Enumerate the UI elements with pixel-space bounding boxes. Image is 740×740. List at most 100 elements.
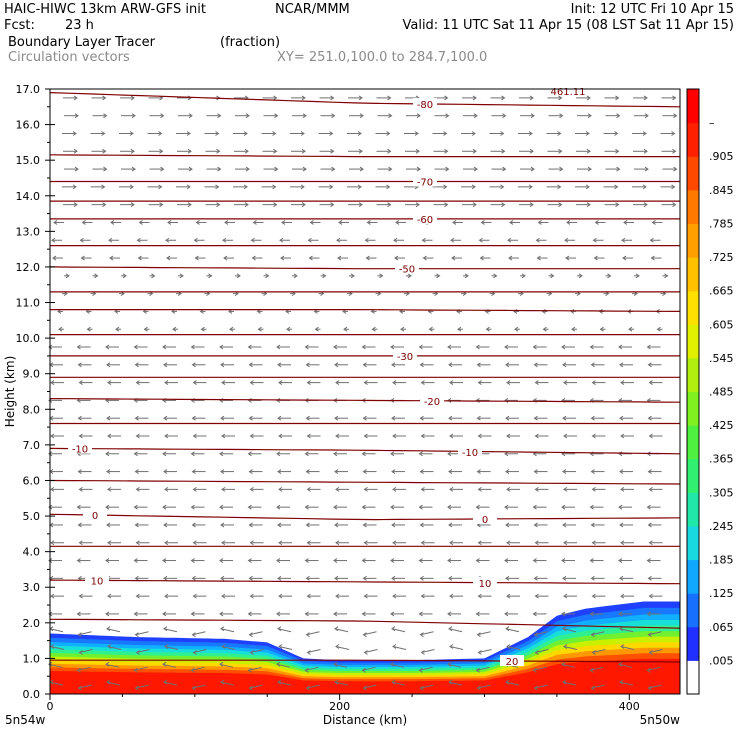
- contour-label-bg: [393, 349, 417, 361]
- vector: [505, 681, 520, 686]
- vector-head: [192, 593, 197, 599]
- vector-head: [391, 626, 396, 632]
- vector-head: [249, 650, 254, 655]
- vector-head: [388, 113, 393, 119]
- vector-head: [646, 344, 651, 350]
- contour-label: 0: [92, 511, 98, 522]
- vector-head: [362, 362, 367, 368]
- y-tick-label: 6.0: [23, 474, 41, 487]
- contour-label: -80: [417, 100, 433, 111]
- vector-head: [105, 344, 110, 350]
- vector-head: [642, 184, 647, 190]
- vector-head: [562, 679, 567, 685]
- y-tick-label: 17.0: [16, 83, 41, 96]
- vector-head: [106, 522, 111, 528]
- vector-head: [618, 344, 623, 350]
- vector-head: [419, 469, 424, 474]
- x-end-location: 5n50w: [640, 713, 681, 727]
- vector-head: [222, 237, 227, 243]
- vector: [249, 684, 263, 689]
- colorbar-label: .125: [709, 587, 734, 600]
- vector-head: [219, 558, 224, 563]
- vector-head: [590, 522, 595, 528]
- colorbar-swatch: [687, 324, 699, 359]
- vector-head: [165, 237, 170, 243]
- vector-head: [623, 220, 628, 225]
- vector-head: [220, 575, 225, 581]
- vector-head: [415, 148, 420, 154]
- vector-head: [305, 469, 310, 474]
- vector-head: [392, 433, 397, 439]
- vector-head: [476, 685, 481, 691]
- contour-line: [49, 266, 680, 270]
- vector-head: [158, 184, 163, 190]
- vector-head: [537, 220, 542, 225]
- vector-head: [101, 184, 106, 190]
- vector-head: [648, 540, 653, 546]
- vector-head: [363, 650, 368, 655]
- vector-head: [277, 415, 282, 421]
- vector-head: [387, 95, 392, 101]
- vector-head: [477, 486, 482, 492]
- vector-head: [418, 504, 423, 510]
- vector: [648, 684, 662, 689]
- colorbar-label: .245: [709, 520, 734, 533]
- vector-head: [648, 593, 653, 599]
- vector-head: [301, 95, 306, 101]
- vector-head: [306, 650, 311, 655]
- vector-head: [164, 486, 169, 492]
- contour-line: [49, 579, 681, 585]
- vector-head: [48, 661, 53, 667]
- vector-head: [247, 611, 252, 617]
- vector-head: [220, 469, 225, 474]
- contour-label-bg: [413, 175, 437, 187]
- vector-head: [276, 344, 281, 350]
- vector-head: [586, 148, 591, 154]
- contour-label: -30: [397, 352, 413, 363]
- vector-head: [51, 237, 56, 243]
- vector-head: [190, 504, 195, 510]
- y-tick-label: 10.0: [16, 332, 41, 345]
- vector: [106, 628, 121, 633]
- vector-head: [643, 202, 648, 208]
- vector-head: [306, 593, 311, 599]
- vector-head: [257, 326, 262, 332]
- vector-head: [476, 415, 481, 421]
- vector-head: [449, 433, 454, 439]
- vector-head: [216, 202, 221, 208]
- vector-head: [249, 433, 254, 439]
- vector-head: [244, 148, 249, 154]
- vector-head: [219, 344, 224, 350]
- vector-head: [504, 504, 509, 510]
- vector-head: [167, 220, 172, 225]
- vector-head: [563, 593, 568, 599]
- x-axis-label: Distance (km): [323, 713, 407, 727]
- vector-head: [589, 558, 594, 563]
- circulation-vectors: [48, 95, 678, 691]
- vector-head: [221, 486, 226, 492]
- vector-head: [418, 558, 423, 563]
- vector-head: [249, 540, 254, 546]
- vector-head: [133, 611, 138, 617]
- vector-head: [78, 380, 83, 386]
- vector-head: [475, 667, 480, 673]
- vector-head: [505, 679, 510, 685]
- vector-head: [390, 504, 395, 510]
- vector-head: [192, 650, 197, 655]
- vector-head: [76, 344, 81, 350]
- vector-head: [191, 415, 196, 421]
- vector-head: [164, 380, 169, 386]
- vector-head: [578, 273, 583, 279]
- vector-head: [245, 113, 250, 119]
- vector-head: [419, 575, 424, 581]
- vector-head: [533, 522, 538, 528]
- vector-head: [106, 626, 111, 632]
- vector-head: [673, 113, 678, 119]
- vector-head: [571, 326, 576, 332]
- vector-head: [163, 679, 168, 685]
- colorbar-frame: [686, 88, 700, 695]
- vector-head: [618, 611, 623, 617]
- vector-head: [191, 575, 196, 581]
- colorbar-label: .545: [709, 352, 734, 365]
